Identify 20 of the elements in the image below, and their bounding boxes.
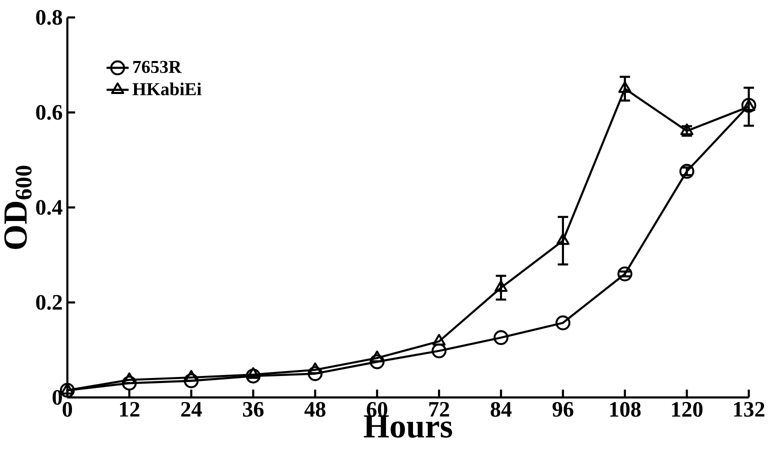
legend-label: HKabiEi: [132, 82, 202, 96]
x-tick-label: 84: [490, 402, 512, 417]
y-tick-label: 0.2: [36, 294, 62, 310]
x-tick-label: 120: [672, 402, 702, 417]
x-tick-label: 24: [181, 402, 202, 417]
x-axis-title: Hours: [364, 415, 452, 438]
x-tick-label: 36: [243, 402, 264, 417]
y-tick-label: 0.6: [36, 104, 62, 120]
x-tick-label: 96: [552, 402, 574, 417]
x-tick-label: 108: [610, 402, 641, 417]
x-tick-label: 48: [304, 402, 326, 417]
y-tick-label: 0.8: [36, 10, 62, 25]
x-tick-label: 0: [62, 402, 72, 417]
y-tick-label: 0: [52, 390, 62, 405]
y-axis-title: OD$_{600}$: [4, 166, 32, 249]
x-tick-label: 72: [429, 402, 450, 417]
legend-label: 7653R: [133, 60, 182, 74]
x-tick-label: 132: [734, 402, 764, 417]
x-tick-label: 12: [120, 402, 140, 417]
y-tick-label: 0.4: [36, 200, 62, 215]
